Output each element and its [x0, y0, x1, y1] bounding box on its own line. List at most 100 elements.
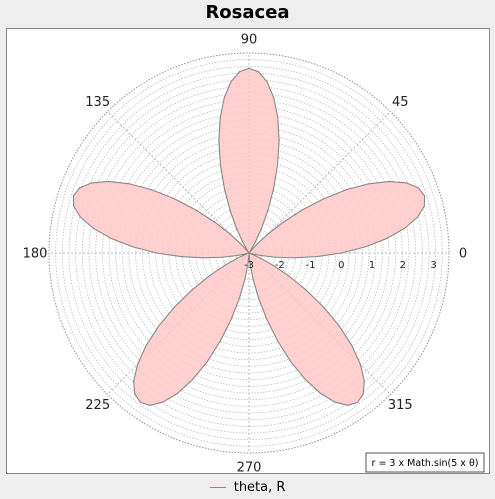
- data-point: [244, 279, 246, 281]
- data-point: [340, 252, 342, 254]
- data-point: [248, 67, 250, 69]
- data-point: [359, 363, 361, 365]
- data-point: [219, 164, 222, 166]
- function-note: r = 3 x Math.sin(5 x θ): [365, 452, 485, 473]
- data-point: [272, 264, 274, 266]
- angle-tick-label: 225: [85, 398, 110, 413]
- data-point: [229, 233, 231, 235]
- data-point: [423, 205, 425, 207]
- data-point: [206, 360, 208, 363]
- data-point: [405, 182, 408, 184]
- grid-circle: [61, 65, 437, 441]
- data-point: [275, 256, 277, 258]
- data-point: [230, 318, 232, 320]
- data-point: [72, 195, 75, 197]
- data-point: [259, 257, 261, 259]
- data-point: [260, 254, 262, 257]
- data-point: [251, 253, 253, 255]
- data-point: [224, 264, 226, 266]
- data-point: [362, 393, 364, 395]
- grid-outer-circle: [48, 52, 450, 454]
- data-point: [404, 227, 406, 229]
- data-point: [347, 404, 349, 406]
- data-point: [236, 228, 238, 230]
- data-point: [345, 189, 348, 191]
- data-point: [92, 227, 94, 229]
- data-point: [273, 96, 275, 98]
- angle-tick-label: 45: [392, 95, 409, 110]
- legend-label: theta, R: [233, 480, 286, 495]
- data-point: [246, 250, 248, 252]
- legend: theta, R: [0, 480, 495, 495]
- data-point: [202, 257, 204, 259]
- grid-spoke: [248, 111, 391, 254]
- data-point: [363, 380, 365, 382]
- data-point: [267, 233, 269, 235]
- data-point: [278, 140, 280, 142]
- data-point: [334, 401, 336, 403]
- data-point: [150, 189, 153, 191]
- data-point: [356, 401, 359, 403]
- data-point: [250, 249, 252, 252]
- data-point: [79, 216, 82, 218]
- grid-spoke: [107, 111, 250, 254]
- data-point: [388, 180, 390, 183]
- angle-tick-label: 135: [85, 95, 110, 110]
- data-point: [236, 254, 238, 257]
- data-point: [351, 345, 353, 347]
- data-point: [230, 81, 232, 83]
- data-point: [223, 188, 226, 190]
- data-point: [108, 180, 110, 183]
- data-point: [218, 140, 220, 142]
- data-point: [238, 71, 241, 73]
- data-point: [248, 252, 250, 254]
- data-point: [245, 253, 247, 255]
- data-point: [323, 198, 325, 200]
- data-point: [249, 264, 251, 266]
- data-point: [364, 246, 366, 248]
- data-point: [423, 195, 426, 197]
- data-point: [240, 243, 242, 245]
- data-point: [256, 243, 258, 245]
- series-layer: [72, 67, 426, 406]
- radial-tick-label: 2: [400, 260, 406, 271]
- data-point: [73, 205, 75, 207]
- data-point: [276, 164, 279, 166]
- data-point: [78, 187, 81, 189]
- data-point: [139, 401, 142, 403]
- data-point: [319, 392, 322, 394]
- data-point: [192, 378, 194, 381]
- data-point: [282, 221, 284, 223]
- data-point: [90, 182, 93, 184]
- data-point: [258, 297, 260, 299]
- data-point: [191, 289, 193, 291]
- data-point: [416, 216, 419, 218]
- legend-swatch: [209, 487, 226, 488]
- angle-tick-label: 315: [388, 398, 413, 413]
- data-point: [254, 241, 256, 243]
- data-point: [266, 318, 268, 320]
- data-point: [242, 241, 244, 243]
- data-point: [386, 237, 388, 240]
- data-point: [276, 340, 279, 342]
- angle-tick-label: 270: [237, 461, 262, 474]
- data-point: [277, 116, 279, 119]
- radial-tick-label: 3: [430, 260, 436, 271]
- data-point: [219, 116, 221, 119]
- chart-title: Rosacea: [205, 2, 290, 23]
- angle-tick-label: 90: [241, 33, 258, 48]
- data-point: [145, 345, 147, 347]
- data-point: [257, 71, 260, 73]
- data-point: [128, 183, 130, 185]
- data-point: [247, 264, 249, 266]
- angle-tick-label: 180: [23, 247, 48, 262]
- data-point: [195, 209, 197, 211]
- plot-area: 0 45 90 135 180 225 270 315 -3 -2 -1 0 1 2 3 r = 3 x M…: [6, 28, 490, 474]
- data-point: [162, 401, 164, 403]
- data-point: [229, 210, 231, 212]
- data-point: [248, 255, 250, 257]
- data-point: [176, 392, 179, 394]
- data-point: [267, 210, 269, 212]
- radial-tick-label: 0: [338, 260, 344, 271]
- data-point: [134, 393, 136, 395]
